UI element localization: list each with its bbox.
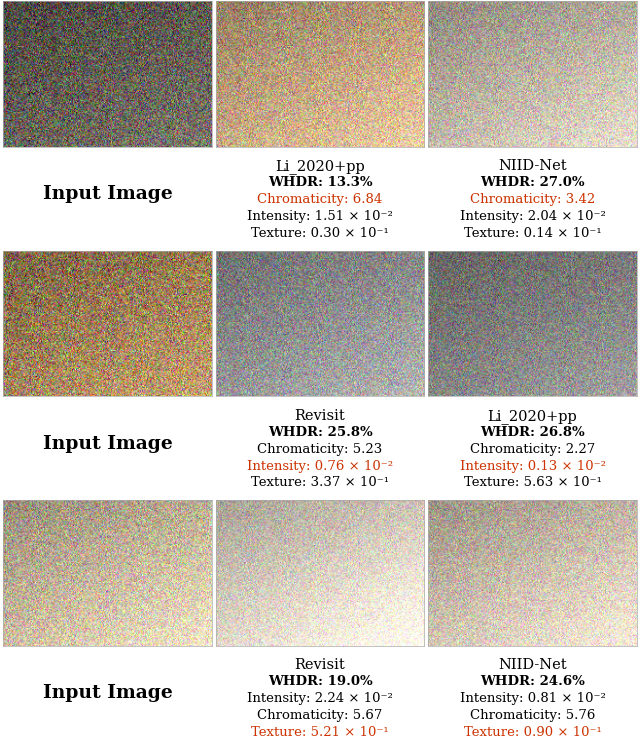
Text: Intensity: 2.04 × 10⁻²: Intensity: 2.04 × 10⁻²	[460, 210, 605, 223]
Text: WHDR: 27.0%: WHDR: 27.0%	[480, 176, 585, 189]
Text: Intensity: 0.81 × 10⁻²: Intensity: 0.81 × 10⁻²	[460, 692, 605, 705]
Text: Texture: 5.63 × 10⁻¹: Texture: 5.63 × 10⁻¹	[463, 477, 602, 489]
Text: Input Image: Input Image	[42, 434, 172, 453]
Text: Input Image: Input Image	[42, 684, 172, 702]
Text: Texture: 0.14 × 10⁻¹: Texture: 0.14 × 10⁻¹	[464, 228, 602, 240]
Text: Texture: 5.21 × 10⁻¹: Texture: 5.21 × 10⁻¹	[251, 726, 389, 739]
Text: Intensity: 0.13 × 10⁻²: Intensity: 0.13 × 10⁻²	[460, 460, 605, 472]
Text: Intensity: 0.76 × 10⁻²: Intensity: 0.76 × 10⁻²	[247, 460, 393, 472]
Text: WHDR: 25.8%: WHDR: 25.8%	[268, 426, 372, 439]
Text: NIID-Net: NIID-Net	[499, 160, 567, 174]
Text: Chromaticity: 2.27: Chromaticity: 2.27	[470, 442, 595, 456]
Text: Chromaticity: 5.76: Chromaticity: 5.76	[470, 709, 595, 722]
Text: Chromaticity: 5.67: Chromaticity: 5.67	[257, 709, 383, 722]
Text: Li_2020+pp: Li_2020+pp	[275, 160, 365, 175]
Text: NIID-Net: NIID-Net	[499, 658, 567, 672]
Text: Input Image: Input Image	[42, 185, 172, 203]
Text: WHDR: 13.3%: WHDR: 13.3%	[268, 176, 372, 189]
Text: WHDR: 19.0%: WHDR: 19.0%	[268, 675, 372, 688]
Text: Revisit: Revisit	[294, 409, 346, 423]
Text: Chromaticity: 6.84: Chromaticity: 6.84	[257, 193, 383, 207]
Text: Revisit: Revisit	[294, 658, 346, 672]
Text: Texture: 0.30 × 10⁻¹: Texture: 0.30 × 10⁻¹	[251, 228, 389, 240]
Text: Chromaticity: 3.42: Chromaticity: 3.42	[470, 193, 595, 207]
Text: WHDR: 26.8%: WHDR: 26.8%	[480, 426, 585, 439]
Text: Texture: 3.37 × 10⁻¹: Texture: 3.37 × 10⁻¹	[251, 477, 389, 489]
Text: Li_2020+pp: Li_2020+pp	[488, 409, 577, 424]
Text: Chromaticity: 5.23: Chromaticity: 5.23	[257, 442, 383, 456]
Text: Intensity: 1.51 × 10⁻²: Intensity: 1.51 × 10⁻²	[247, 210, 393, 223]
Text: Texture: 0.90 × 10⁻¹: Texture: 0.90 × 10⁻¹	[464, 726, 602, 739]
Text: Intensity: 2.24 × 10⁻²: Intensity: 2.24 × 10⁻²	[247, 692, 393, 705]
Text: WHDR: 24.6%: WHDR: 24.6%	[480, 675, 585, 688]
